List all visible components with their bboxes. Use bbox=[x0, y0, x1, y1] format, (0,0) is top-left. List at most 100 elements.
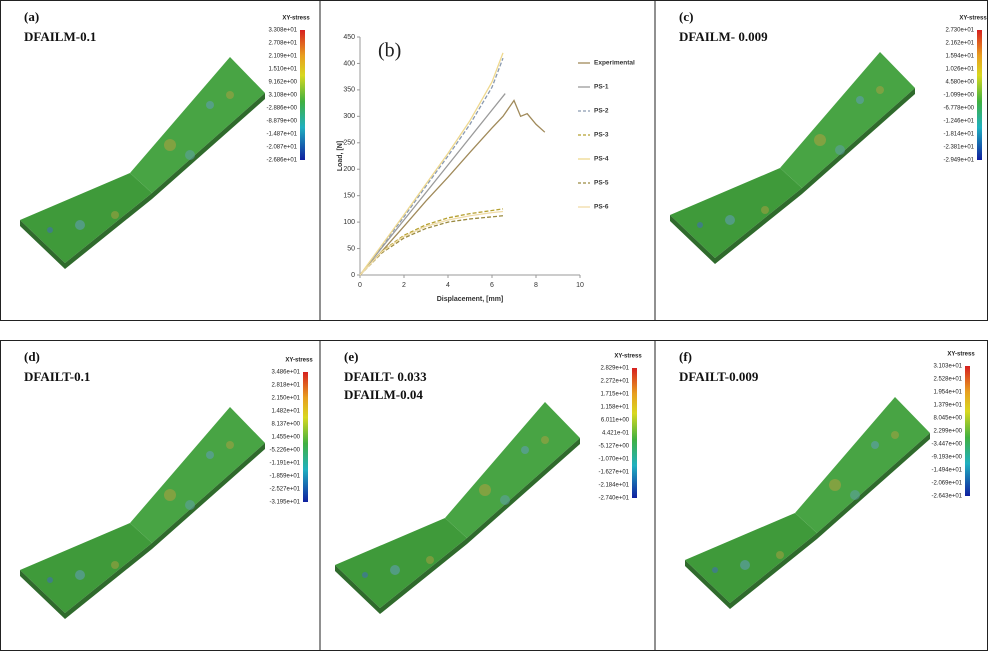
panel-label: (c) bbox=[679, 9, 693, 24]
series-line bbox=[360, 58, 503, 275]
y-tick-label: 0 bbox=[351, 272, 355, 279]
x-tick-label: 0 bbox=[358, 282, 362, 289]
colorbar-label: -2.527e+01 bbox=[269, 487, 300, 493]
panel-caption: DFAILT-0.1 bbox=[24, 369, 90, 384]
panel-caption: DFAILT- 0.033 bbox=[344, 369, 427, 384]
colorbar-label: -2.643e+01 bbox=[931, 494, 962, 500]
colorbar-label: 3.103e+01 bbox=[933, 364, 962, 370]
colorbar-label: 2.109e+01 bbox=[268, 54, 297, 60]
y-tick-label: 350 bbox=[343, 87, 355, 94]
series-line bbox=[360, 53, 503, 275]
colorbar-label: 2.150e+01 bbox=[271, 396, 300, 402]
figure: (a) DFAILM-0.1 XY-stress 3.308e+01 2.708e+01… bbox=[0, 0, 988, 651]
y-tick-label: 50 bbox=[347, 245, 355, 252]
series-line bbox=[360, 212, 503, 275]
colorbar bbox=[965, 366, 970, 496]
colorbar-label: -5.127e+00 bbox=[598, 444, 629, 450]
y-tick-label: 100 bbox=[343, 219, 355, 226]
y-tick-label: 250 bbox=[343, 140, 355, 147]
x-tick-label: 8 bbox=[534, 282, 538, 289]
colorbar-label: 2.730e+01 bbox=[945, 28, 974, 34]
colorbar-label: -1.099e+00 bbox=[943, 93, 974, 99]
colorbar-label: -1.070e+01 bbox=[598, 457, 629, 463]
colorbar-label: 1.715e+01 bbox=[600, 392, 629, 398]
colorbar-label: 8.045e+00 bbox=[933, 416, 962, 422]
colorbar-label: 2.272e+01 bbox=[600, 379, 629, 385]
legend-label: PS-2 bbox=[594, 108, 609, 115]
colorbar-label: 3.308e+01 bbox=[268, 28, 297, 34]
colorbar-label: -2.381e+01 bbox=[943, 145, 974, 151]
colorbar-label: 2.829e+01 bbox=[600, 366, 629, 372]
colorbar-label: -5.226e+00 bbox=[269, 448, 300, 454]
panel-label: (e) bbox=[344, 349, 358, 364]
colorbar-title: XY-stress bbox=[959, 16, 987, 22]
colorbar-label: 1.026e+01 bbox=[945, 67, 974, 73]
y-tick-label: 400 bbox=[343, 60, 355, 67]
legend-label: PS-1 bbox=[594, 84, 609, 91]
panel-borders bbox=[1, 0, 988, 651]
y-tick-label: 150 bbox=[343, 193, 355, 200]
y-tick-label: 300 bbox=[343, 113, 355, 120]
colorbar-label: 1.954e+01 bbox=[933, 390, 962, 396]
fe-model bbox=[685, 397, 930, 609]
colorbar-label: -2.740e+01 bbox=[598, 496, 629, 502]
series-line bbox=[360, 94, 505, 275]
colorbar-label: -2.087e+01 bbox=[266, 145, 297, 151]
fe-panel: (c)DFAILM- 0.009XY-stress2.730e+012.162e… bbox=[670, 9, 987, 264]
colorbar-label: -2.069e+01 bbox=[931, 481, 962, 487]
legend-label: PS-6 bbox=[594, 204, 609, 211]
y-axis-label: Load, [N] bbox=[337, 141, 344, 171]
colorbar-label: 1.510e+01 bbox=[268, 67, 297, 73]
panel-label: (d) bbox=[24, 349, 40, 364]
fe-panels: (a) DFAILM-0.1 XY-stress 3.308e+01 2.708e+01… bbox=[20, 9, 987, 619]
colorbar-label: -1.246e+01 bbox=[943, 119, 974, 125]
colorbar-label: -6.778e+00 bbox=[943, 106, 974, 112]
colorbar bbox=[977, 30, 982, 160]
fe-panel: (f) DFAILT-0.009 XY-stress 3.103e+01 2.528e+… bbox=[679, 349, 975, 609]
x-tick-label: 4 bbox=[446, 282, 450, 289]
colorbar-label: -1.627e+01 bbox=[598, 470, 629, 476]
colorbar-label: -3.195e+01 bbox=[269, 500, 300, 506]
x-tick-label: 6 bbox=[490, 282, 494, 289]
colorbar-label: -1.814e+01 bbox=[943, 132, 974, 138]
colorbar bbox=[632, 368, 637, 498]
colorbar-label: -1.191e+01 bbox=[269, 461, 300, 467]
y-tick-label: 450 bbox=[343, 34, 355, 41]
colorbar-label: -1.487e+01 bbox=[266, 132, 297, 138]
fe-model bbox=[335, 402, 580, 614]
colorbar-label: -9.193e+00 bbox=[931, 455, 962, 461]
panel-label: (b) bbox=[378, 40, 401, 62]
colorbar-title: XY-stress bbox=[947, 352, 975, 358]
colorbar-label: 2.528e+01 bbox=[933, 377, 962, 383]
colorbar-label: 3.486e+01 bbox=[271, 370, 300, 376]
colorbar-label: -2.949e+01 bbox=[943, 158, 974, 164]
colorbar-label: 9.162e+00 bbox=[268, 80, 297, 86]
x-tick-label: 2 bbox=[402, 282, 406, 289]
colorbar-label: -2.686e+01 bbox=[266, 158, 297, 164]
legend-label: PS-4 bbox=[594, 156, 609, 163]
colorbar-label: 1.379e+01 bbox=[933, 403, 962, 409]
colorbar-label: 4.421e-01 bbox=[602, 431, 630, 437]
legend-label: PS-3 bbox=[594, 132, 609, 139]
colorbar-label: 1.455e+00 bbox=[271, 435, 300, 441]
series-line bbox=[360, 209, 503, 275]
panel-caption: DFAILT-0.009 bbox=[679, 369, 759, 384]
colorbar-label: -2.184e+01 bbox=[598, 483, 629, 489]
colorbar-label: -1.494e+01 bbox=[931, 468, 962, 474]
panel-label: (f) bbox=[679, 349, 692, 364]
colorbar-label: -1.859e+01 bbox=[269, 474, 300, 480]
panel-caption: DFAILM-0.1 bbox=[24, 29, 96, 44]
panel-label: (a) bbox=[24, 9, 39, 24]
colorbar-label: 3.108e+00 bbox=[268, 93, 297, 99]
panel-caption: DFAILM- 0.009 bbox=[679, 29, 768, 44]
y-tick-label: 200 bbox=[343, 166, 355, 173]
fe-model bbox=[20, 407, 265, 619]
colorbar-label: 1.482e+01 bbox=[271, 409, 300, 415]
fe-panel: (d)DFAILT-0.1XY-stress3.486e+012.818e+01… bbox=[20, 349, 313, 619]
fe-panel: (a)DFAILM-0.1XY-stress3.308e+012.708e+01… bbox=[20, 9, 310, 269]
x-tick-label: 10 bbox=[576, 282, 584, 289]
colorbar-label: 2.708e+01 bbox=[268, 41, 297, 47]
colorbar-title: XY-stress bbox=[614, 354, 642, 360]
fe-panel: (e)DFAILT- 0.033DFAILM-0.04XY-stress2.82… bbox=[335, 349, 642, 614]
